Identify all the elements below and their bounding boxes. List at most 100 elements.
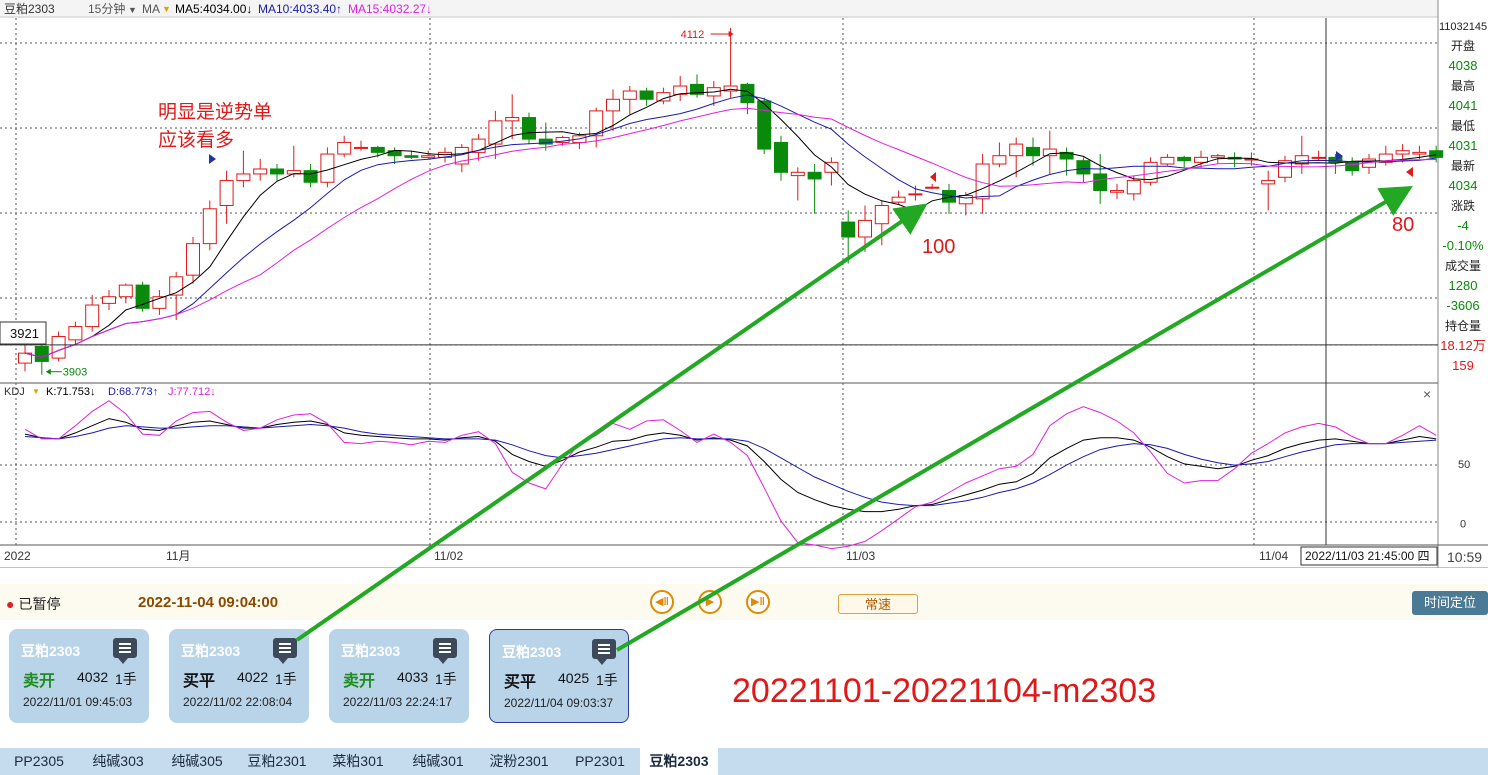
symbol-tab[interactable]: 豆粕2303 [640, 748, 718, 775]
candle [219, 180, 234, 206]
candle [236, 173, 251, 182]
quote-value: -3606 [1446, 298, 1479, 313]
trade-qty: 1手 [115, 671, 137, 687]
quote-label: 最新 [1451, 158, 1475, 173]
candle [874, 204, 889, 225]
candle [757, 100, 772, 150]
candle [34, 346, 49, 362]
trade-price: 4033 [397, 669, 429, 685]
candle [1328, 156, 1343, 163]
candle [1429, 150, 1444, 158]
candle [908, 193, 923, 196]
trade-card-selected[interactable]: 豆粕2303 买平 4025 1手 2022/11/04 09:03:37 [489, 629, 629, 723]
quote-value: 4038 [1449, 58, 1478, 73]
quote-value: -4 [1457, 218, 1469, 233]
candle [774, 141, 788, 173]
trade-price: 4025 [558, 670, 590, 686]
symbol-tab[interactable]: PP2305 [14, 753, 64, 769]
quote-value: 1280 [1449, 278, 1478, 293]
candle [690, 83, 704, 95]
candle [1278, 160, 1292, 178]
step-back-button[interactable]: ◀‖ [650, 590, 674, 614]
candle [1395, 150, 1410, 155]
candle [1126, 180, 1141, 195]
candle [354, 146, 368, 149]
candle [790, 171, 805, 177]
time-locate-button[interactable]: 时间定位 [1412, 591, 1488, 615]
symbol-tab[interactable]: 纯碱305 [171, 753, 223, 769]
candle [118, 284, 133, 298]
message-icon[interactable] [113, 638, 137, 664]
ma5-label: MA5:4034.00↓ [175, 2, 252, 16]
candle [807, 171, 822, 180]
annotation-80: 80 [1392, 214, 1414, 236]
trade-marker-buy-arrow-2 [1336, 151, 1343, 161]
candle [925, 186, 940, 189]
candle [1345, 161, 1360, 172]
kdj-dropdown-icon[interactable]: ▼ [32, 387, 40, 396]
kdj-k-label: K:71.753↓ [46, 386, 96, 398]
candle [1177, 156, 1192, 162]
trade-card[interactable]: 豆粕2303 卖开 4032 1手 2022/11/01 09:45:03 [9, 629, 149, 723]
candle [1009, 143, 1024, 157]
quote-value: 4031 [1449, 138, 1478, 153]
message-icon[interactable] [433, 638, 457, 664]
candle [1160, 156, 1175, 165]
x-label-1104: 11/04 [1259, 549, 1288, 563]
symbol-tab[interactable]: PP2301 [575, 753, 625, 769]
candle [622, 90, 637, 100]
x-label-1103: 11/03 [846, 549, 875, 563]
x-label-2022: 2022 [4, 549, 31, 563]
candle [858, 219, 872, 238]
trade-time: 2022/11/02 22:08:04 [183, 695, 293, 709]
indicator-dropdown-icon[interactable]: ▼ [162, 4, 171, 14]
message-icon[interactable] [273, 638, 297, 664]
candle [152, 296, 167, 309]
candle [1076, 160, 1091, 175]
play-button[interactable]: ▶ [698, 590, 722, 614]
quote-label: 开盘 [1451, 38, 1475, 53]
header-symbol: 豆粕2303 [4, 1, 55, 16]
speed-button[interactable]: 常速 [838, 594, 918, 614]
kline-chart[interactable]: 豆粕2303 15分钟 ▼ MA ▼ MA5:4034.00↓ MA10:403… [0, 0, 1488, 569]
candle [253, 168, 268, 175]
trade-card[interactable]: 豆粕2303 买平 4022 1手 2022/11/02 22:08:04 [169, 629, 309, 723]
header-indicator[interactable]: MA [142, 2, 160, 16]
trade-symbol: 豆粕2303 [341, 643, 401, 659]
candle [992, 155, 1007, 165]
kdj-tick-0: 0 [1460, 519, 1466, 531]
kdj-close-icon[interactable]: × [1423, 386, 1431, 402]
high-price-label: 4112 [681, 29, 705, 41]
candle [68, 326, 83, 341]
symbol-tab[interactable]: 豆粕2301 [247, 753, 307, 769]
quote-value: 18.12万 [1440, 338, 1486, 353]
kdj-tick-50: 50 [1458, 459, 1470, 471]
trade-action: 买平 [183, 673, 216, 690]
candle [673, 85, 688, 95]
x-label-nov: 11月 [166, 549, 190, 563]
candle [1378, 153, 1393, 163]
symbol-tab[interactable]: 纯碱301 [412, 753, 464, 769]
candle [102, 296, 116, 304]
symbol-tab[interactable]: 菜粕301 [332, 753, 384, 769]
symbol-tab[interactable]: 淀粉2301 [489, 753, 549, 769]
candle [337, 141, 352, 155]
trade-time: 2022/11/01 09:45:03 [23, 695, 133, 709]
trade-symbol: 豆粕2303 [502, 644, 562, 660]
quote-label: 成交量 [1445, 258, 1481, 273]
quote-value: 159 [1452, 358, 1474, 373]
trade-symbol: 豆粕2303 [181, 643, 241, 659]
x-label-1102: 11/02 [434, 549, 463, 563]
ma5-line [24, 88, 1437, 358]
quote-label: 涨跌 [1451, 198, 1475, 213]
trade-marker-buy-arrow [209, 154, 216, 164]
symbol-tab-bar: PP2305 纯碱303 纯碱305 豆粕2301 菜粕301 纯碱301 淀粉2301 PP… [0, 748, 1488, 775]
symbol-tab[interactable]: 纯碱303 [92, 753, 144, 769]
trade-card[interactable]: 豆粕2303 卖开 4033 1手 2022/11/03 22:24:17 [329, 629, 469, 723]
candle [1093, 173, 1108, 192]
step-forward-button[interactable]: ▶‖ [746, 590, 770, 614]
header-period[interactable]: 15分钟 [88, 1, 125, 16]
message-icon[interactable] [592, 639, 616, 665]
candle [1412, 151, 1427, 155]
period-dropdown-icon[interactable]: ▼ [128, 5, 137, 15]
